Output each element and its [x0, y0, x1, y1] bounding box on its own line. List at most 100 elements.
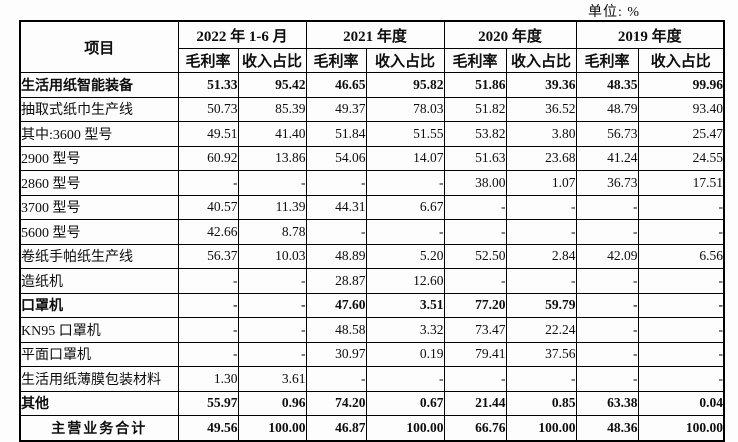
row-label: 主营业务合计 — [19, 415, 179, 441]
metric-header-row: 毛利率 收入占比 毛利率 收入占比 毛利率 收入占比 毛利率 收入占比 — [20, 48, 725, 73]
cell-value: 56.37 — [177, 243, 239, 269]
table-row: 抽取式纸巾生产线 50.73 85.39 49.37 78.03 51.82 36.52 48… — [19, 96, 725, 122]
cell-value: 49.51 — [177, 121, 239, 147]
cell-value: 24.55 — [637, 145, 725, 171]
cell-value: - — [505, 219, 577, 245]
cell-value: 46.65 — [305, 72, 367, 98]
table-row: 2860 型号 - - - -38.00 1.07 36.73 17.51 — [19, 170, 725, 196]
cell-value: - — [637, 317, 725, 343]
cell-value: - — [177, 268, 239, 294]
cell-value: 30.97 — [305, 341, 367, 367]
cell-value: 51.33 — [177, 72, 239, 98]
metric-header-revenue-share: 收入占比 — [637, 48, 725, 73]
row-label: 平面口罩机 — [19, 341, 179, 367]
metric-header-revenue-share: 收入占比 — [505, 48, 577, 73]
row-label: 卷纸手帕纸生产线 — [19, 243, 179, 269]
cell-value: 41.24 — [575, 145, 639, 171]
cell-value: - — [575, 292, 639, 318]
cell-value: 40.57 — [177, 194, 239, 220]
cell-value: 53.82 — [443, 121, 507, 147]
cell-value: - — [443, 268, 507, 294]
table-row: 主营业务合计 49.56 100.00 46.87 100.00 66.76 100.00 4… — [19, 415, 725, 441]
cell-value: 46.87 — [305, 415, 367, 441]
cell-value: 48.79 — [575, 96, 639, 122]
cell-value: 44.31 — [305, 194, 367, 220]
item-column-header: 项目 — [19, 20, 179, 73]
cell-value: 56.73 — [575, 121, 639, 147]
cell-value: - — [305, 170, 367, 196]
cell-value: 54.06 — [305, 145, 367, 171]
cell-value: - — [505, 194, 577, 220]
cell-value: 0.67 — [365, 390, 445, 416]
cell-value: 22.24 — [505, 317, 577, 343]
cell-value: 74.20 — [305, 390, 367, 416]
row-label: 生活用纸智能装备 — [19, 72, 179, 98]
cell-value: 51.84 — [305, 121, 367, 147]
cell-value: 3.80 — [505, 121, 577, 147]
cell-value: - — [177, 341, 239, 367]
cell-value: 8.78 — [237, 219, 307, 245]
document-page: { "unit_label": "单位: %", "table": { "ite… — [19, 5, 726, 442]
cell-value: 14.07 — [365, 145, 445, 171]
table-row: 生活用纸智能装备 51.33 95.42 46.65 95.82 51.86 39.36 48… — [19, 72, 725, 98]
cell-value: 37.56 — [505, 341, 577, 367]
cell-value: 63.38 — [575, 390, 639, 416]
cell-value: - — [365, 219, 445, 245]
table-row: 其中:3600 型号 49.51 41.40 51.84 51.55 53.82 3.80 5… — [19, 121, 725, 147]
cell-value: 1.30 — [177, 366, 239, 392]
cell-value: - — [637, 341, 725, 367]
row-label: 口罩机 — [19, 292, 179, 318]
cell-value: 12.60 — [365, 268, 445, 294]
period-header-row: 项目 2022 年 1-6 月 2021 年度 2020 年度 2019 年度 — [19, 20, 725, 73]
table-row: KN95 口罩机 - -48.58 3.32 73.47 22.24- - — [19, 317, 725, 343]
cell-value: 85.39 — [237, 96, 307, 122]
cell-value: 60.92 — [177, 145, 239, 171]
cell-value: - — [237, 268, 307, 294]
cell-value: - — [575, 194, 639, 220]
cell-value: 48.35 — [575, 72, 639, 98]
cell-value: 0.19 — [365, 341, 445, 367]
cell-value: - — [575, 219, 639, 245]
cell-value: - — [637, 268, 725, 294]
cell-value: 48.36 — [575, 415, 639, 441]
table-header: 项目 2022 年 1-6 月 2021 年度 2020 年度 2019 年度 … — [19, 20, 725, 73]
cell-value: - — [443, 219, 507, 245]
row-label: 生活用纸薄膜包装材料 — [19, 366, 179, 392]
cell-value: - — [637, 219, 725, 245]
table-row: 口罩机 - -47.60 3.51 77.20 59.79- - — [19, 292, 725, 318]
cell-value: 11.39 — [237, 194, 307, 220]
cell-value: 51.82 — [443, 96, 507, 122]
cell-value: 21.44 — [443, 390, 507, 416]
period-header-2019: 2019 年度 — [575, 20, 725, 49]
table-row: 5600 型号 42.66 8.78- - - - - - — [19, 219, 725, 245]
cell-value: - — [237, 341, 307, 367]
row-label: KN95 口罩机 — [19, 317, 179, 343]
cell-value: - — [575, 366, 639, 392]
cell-value: 100.00 — [365, 415, 445, 441]
cell-value: 95.42 — [237, 72, 307, 98]
table-row: 2900 型号 60.92 13.86 54.06 14.07 51.63 23.68 41.… — [19, 145, 725, 171]
financial-table: 项目 2022 年 1-6 月 2021 年度 2020 年度 2019 年度 … — [19, 20, 726, 442]
cell-value: 0.85 — [505, 390, 577, 416]
cell-value: 77.20 — [443, 292, 507, 318]
cell-value: 5.20 — [365, 243, 445, 269]
cell-value: 49.37 — [305, 96, 367, 122]
period-header-2020: 2020 年度 — [443, 20, 577, 49]
cell-value: 51.55 — [365, 121, 445, 147]
cell-value: - — [637, 366, 725, 392]
cell-value: 10.03 — [237, 243, 307, 269]
cell-value: 100.00 — [505, 415, 577, 441]
table-row: 其他 55.97 0.96 74.20 0.67 21.44 0.85 63.38 0.04 — [19, 390, 725, 416]
row-label: 其他 — [19, 390, 179, 416]
row-label: 造纸机 — [19, 268, 179, 294]
cell-value: - — [637, 194, 725, 220]
cell-value: 52.50 — [443, 243, 507, 269]
cell-value: 42.09 — [575, 243, 639, 269]
cell-value: 0.96 — [237, 390, 307, 416]
cell-value: 73.47 — [443, 317, 507, 343]
cell-value: 100.00 — [637, 415, 725, 441]
cell-value: 17.51 — [637, 170, 725, 196]
cell-value: - — [637, 292, 725, 318]
cell-value: 49.56 — [177, 415, 239, 441]
cell-value: 95.82 — [365, 72, 445, 98]
